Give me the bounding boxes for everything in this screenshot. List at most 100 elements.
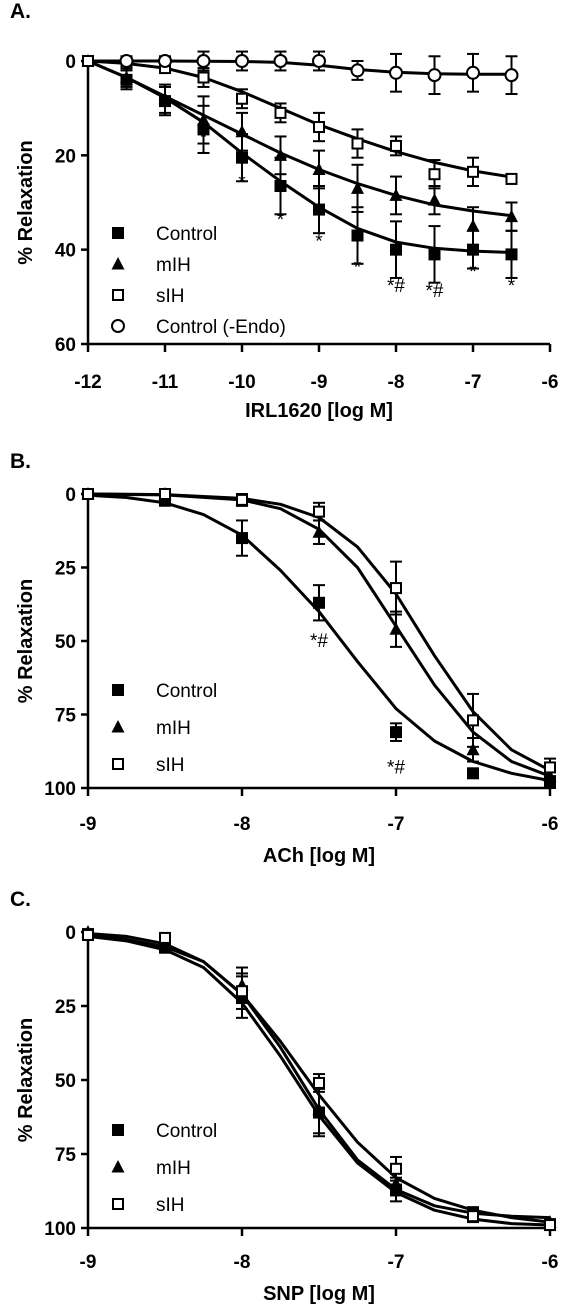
legend-marker-mIH — [111, 720, 125, 733]
data-point-mIH — [428, 193, 441, 206]
legend-marker-sIH — [112, 758, 124, 770]
y-tick-label: 20 — [55, 146, 76, 167]
x-tick-label: -9 — [80, 814, 97, 835]
data-point-sIH — [236, 493, 248, 506]
legend-label: Control — [156, 681, 217, 702]
data-point-Control — [505, 248, 518, 261]
y-tick-label: 50 — [55, 1071, 76, 1092]
significance-marker: *# — [387, 757, 405, 778]
data-point-sIH — [274, 106, 287, 119]
significance-marker: * — [315, 231, 323, 252]
y-tick-label: 50 — [55, 632, 76, 653]
legend-marker-mIH — [111, 257, 125, 270]
data-point-sIH — [390, 582, 402, 595]
data-point-Control (-Endo) — [273, 54, 288, 68]
data-point-sIH — [159, 488, 171, 500]
x-tick-label: -7 — [465, 372, 482, 393]
y-tick-label: 100 — [44, 1219, 76, 1240]
legend-marker-Control — [112, 227, 124, 239]
data-point-Control — [274, 179, 287, 192]
data-point-Control — [390, 726, 402, 739]
data-point-Control (-Endo) — [119, 54, 134, 68]
x-tick-label: -10 — [228, 372, 255, 393]
data-point-sIH — [82, 488, 94, 500]
data-point-sIH — [390, 139, 402, 152]
panel-label: A. — [10, 0, 31, 23]
data-point-Control (-Endo) — [158, 54, 172, 68]
data-point-Control — [236, 151, 248, 164]
y-tick-label: 25 — [55, 997, 77, 1018]
data-point-Control (-Endo) — [350, 63, 365, 78]
x-tick-label: -7 — [388, 1252, 405, 1273]
data-point-Control — [467, 767, 479, 780]
data-point-mIH — [158, 91, 172, 105]
data-point-Control — [428, 248, 441, 261]
y-axis-title: % Relaxation — [15, 140, 37, 264]
data-point-sIH — [467, 1210, 479, 1223]
significance-marker: * — [238, 172, 246, 193]
data-point-sIH — [313, 1076, 325, 1089]
fit-curve-sIH — [87, 59, 512, 179]
legend-label: sIH — [156, 286, 185, 307]
data-point-sIH — [505, 172, 518, 185]
legend-label: mIH — [156, 1158, 191, 1179]
data-point-Control (-Endo) — [196, 54, 211, 68]
data-point-mIH — [389, 622, 403, 635]
data-point-mIH — [389, 1176, 403, 1190]
data-point-Control — [390, 243, 402, 256]
legend-marker-sIH — [112, 289, 124, 301]
legend-label: Control — [156, 1121, 217, 1142]
legend-label: Control — [156, 224, 217, 245]
legend-marker-Control (-Endo) — [111, 319, 125, 333]
y-tick-label: 40 — [55, 241, 76, 262]
y-tick-label: 100 — [44, 779, 76, 800]
y-axis-title: % Relaxation — [15, 579, 37, 703]
data-point-mIH — [274, 148, 287, 161]
data-point-mIH — [466, 219, 480, 232]
x-axis-title: ACh [log M] — [263, 845, 375, 867]
data-point-Control — [236, 532, 248, 545]
x-tick-label: -8 — [234, 1252, 251, 1273]
data-point-mIH — [312, 525, 326, 538]
fit-curve-sIH — [87, 492, 551, 772]
data-point-Control (-Endo) — [466, 65, 480, 80]
legend-label: sIH — [156, 1195, 185, 1216]
legend-marker-sIH — [112, 1198, 124, 1210]
data-point-Control (-Endo) — [504, 68, 519, 83]
data-point-sIH — [467, 714, 479, 727]
significance-marker: * — [277, 210, 285, 231]
y-tick-label: 25 — [55, 559, 77, 580]
fit-curve-mIH — [87, 59, 512, 218]
data-point-Control (-Endo) — [312, 54, 326, 68]
data-point-mIH — [120, 70, 133, 84]
y-tick-label: 60 — [55, 335, 76, 356]
legend-label: sIH — [156, 755, 185, 776]
data-point-sIH — [467, 165, 479, 178]
data-point-Control (-Endo) — [235, 54, 249, 68]
significance-marker: * — [469, 262, 477, 283]
chart-panel-1: A. 0 20 40 60 -12 -11 -10 -9 -8 -7 -6 IRL1620 [log M… — [10, 0, 558, 422]
data-point-Control — [467, 243, 479, 256]
panel-label: B. — [10, 450, 31, 473]
data-point-sIH — [313, 121, 325, 134]
legend-marker-mIH — [111, 1160, 125, 1173]
data-point-Control — [313, 596, 325, 609]
data-point-sIH — [544, 1219, 556, 1232]
data-point-sIH — [313, 505, 325, 518]
y-tick-label: 0 — [65, 52, 76, 73]
data-point-sIH — [197, 71, 210, 84]
legend-label: mIH — [156, 255, 191, 276]
x-tick-label: -6 — [542, 814, 559, 835]
data-point-Control — [313, 203, 325, 216]
x-axis-title: SNP [log M] — [263, 1283, 375, 1305]
data-point-sIH — [236, 92, 248, 105]
data-point-mIH — [389, 188, 403, 201]
y-tick-label: 75 — [55, 1145, 77, 1166]
data-point-mIH — [351, 181, 364, 194]
significance-marker: *# — [310, 631, 328, 652]
data-point-Control (-Endo) — [427, 68, 442, 83]
significance-marker: *# — [387, 276, 405, 297]
x-tick-label: -9 — [311, 372, 328, 393]
legend-marker-Control — [112, 684, 124, 696]
